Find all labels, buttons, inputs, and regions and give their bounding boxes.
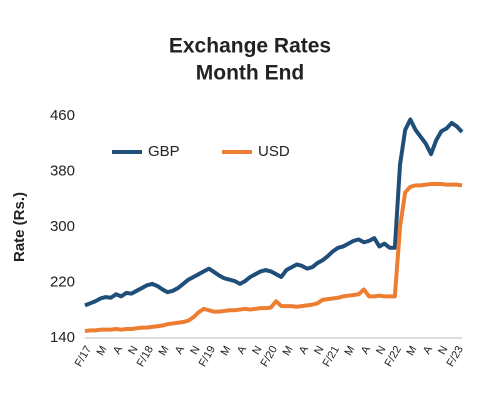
- y-tick-label: 220: [50, 273, 75, 290]
- x-tick-label: A: [173, 343, 187, 356]
- x-tick-label: F/23: [445, 344, 466, 369]
- chart-title: Exchange Rates: [169, 35, 331, 58]
- x-tick-label: M: [404, 344, 419, 358]
- legend-label: USD: [258, 143, 290, 160]
- x-tick-label: F/18: [135, 344, 156, 369]
- x-tick-label: M: [281, 344, 296, 358]
- x-tick-label: M: [219, 344, 234, 358]
- x-tick-label: F/21: [321, 344, 342, 369]
- x-tick-label: A: [235, 343, 249, 356]
- x-tick-label: F/19: [197, 344, 218, 369]
- chart-subtitle: Month End: [196, 62, 304, 85]
- y-tick-label: 460: [50, 107, 75, 124]
- x-tick-label: A: [297, 343, 311, 356]
- x-tick-label: F/22: [383, 344, 404, 369]
- x-tick-label: M: [95, 344, 110, 358]
- x-tick-label: M: [343, 344, 358, 358]
- x-tick-label: A: [421, 343, 435, 356]
- y-tick-label: 140: [50, 329, 75, 346]
- series-line: [84, 117, 464, 308]
- x-tick-label: A: [359, 343, 373, 356]
- y-tick-label: 380: [50, 162, 75, 179]
- y-tick-label: 300: [50, 218, 75, 235]
- x-tick-label: F/20: [259, 344, 280, 369]
- x-tick-label: F/17: [73, 344, 94, 369]
- x-tick-label: M: [157, 344, 172, 358]
- y-axis-label: Rate (Rs.): [11, 192, 28, 262]
- series-line: [84, 181, 463, 334]
- legend-label: GBP: [148, 143, 180, 160]
- x-tick-label: A: [111, 343, 125, 356]
